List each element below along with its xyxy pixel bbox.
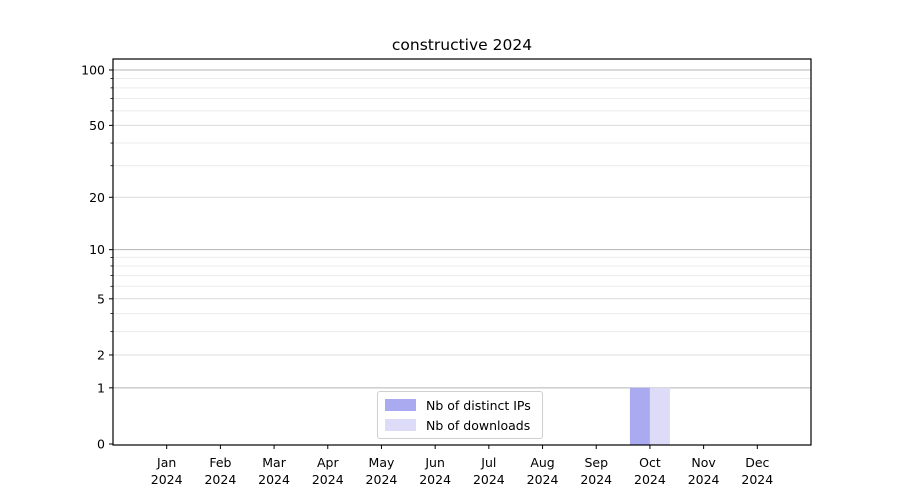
y-tick-label-2: 2 xyxy=(97,347,105,362)
legend-item-downloads: Nb of downloads xyxy=(385,417,535,433)
plot-frame xyxy=(112,58,812,446)
x-tick-label-month-jun: Jun xyxy=(424,455,445,470)
x-tick-label-year-may: 2024 xyxy=(366,472,398,487)
y-tick-label-1: 1 xyxy=(97,380,105,395)
x-tick-label-year-nov: 2024 xyxy=(688,472,720,487)
x-tick-label-month-nov: Nov xyxy=(691,455,716,470)
y-tick-label-0: 0 xyxy=(97,437,105,452)
x-tick-label-month-may: May xyxy=(369,455,395,470)
y-tick-label-5: 5 xyxy=(97,291,105,306)
legend-swatch-downloads xyxy=(385,419,416,431)
x-tick-label-month-mar: Mar xyxy=(262,455,286,470)
legend: Nb of distinct IPs Nb of downloads xyxy=(377,391,543,439)
x-tick-label-month-sep: Sep xyxy=(584,455,608,470)
x-tick-label-year-jan: 2024 xyxy=(151,472,183,487)
x-tick-label-year-jun: 2024 xyxy=(419,472,451,487)
x-tick-label-year-jul: 2024 xyxy=(473,472,505,487)
x-tick-label-month-apr: Apr xyxy=(317,455,339,470)
x-tick-label-year-mar: 2024 xyxy=(258,472,290,487)
x-tick-label-year-sep: 2024 xyxy=(580,472,612,487)
chart-title: constructive 2024 xyxy=(391,36,533,54)
x-tick-label-month-aug: Aug xyxy=(530,455,554,470)
y-tick-label-100: 100 xyxy=(81,62,105,77)
x-tick-label-month-jan: Jan xyxy=(156,455,176,470)
legend-label-downloads: Nb of downloads xyxy=(426,417,531,433)
legend-label-distinct-ips: Nb of distinct IPs xyxy=(426,397,531,413)
x-tick-label-month-dec: Dec xyxy=(745,455,769,470)
legend-swatch-distinct-ips xyxy=(385,399,416,411)
bar-distinct-ips-oct xyxy=(629,387,650,445)
x-tick-label-year-aug: 2024 xyxy=(527,472,559,487)
x-tick-label-year-feb: 2024 xyxy=(204,472,236,487)
x-tick-label-month-oct: Oct xyxy=(639,455,661,470)
x-tick-label-month-jul: Jul xyxy=(480,455,496,470)
y-tick-label-50: 50 xyxy=(89,118,105,133)
y-tick-label-20: 20 xyxy=(89,190,105,205)
x-tick-label-month-feb: Feb xyxy=(209,455,231,470)
bar-downloads-oct xyxy=(649,387,670,445)
x-tick-label-year-apr: 2024 xyxy=(312,472,344,487)
x-tick-label-year-oct: 2024 xyxy=(634,472,666,487)
x-tick-label-year-dec: 2024 xyxy=(741,472,773,487)
y-tick-label-10: 10 xyxy=(89,242,105,257)
legend-item-distinct-ips: Nb of distinct IPs xyxy=(385,397,535,413)
